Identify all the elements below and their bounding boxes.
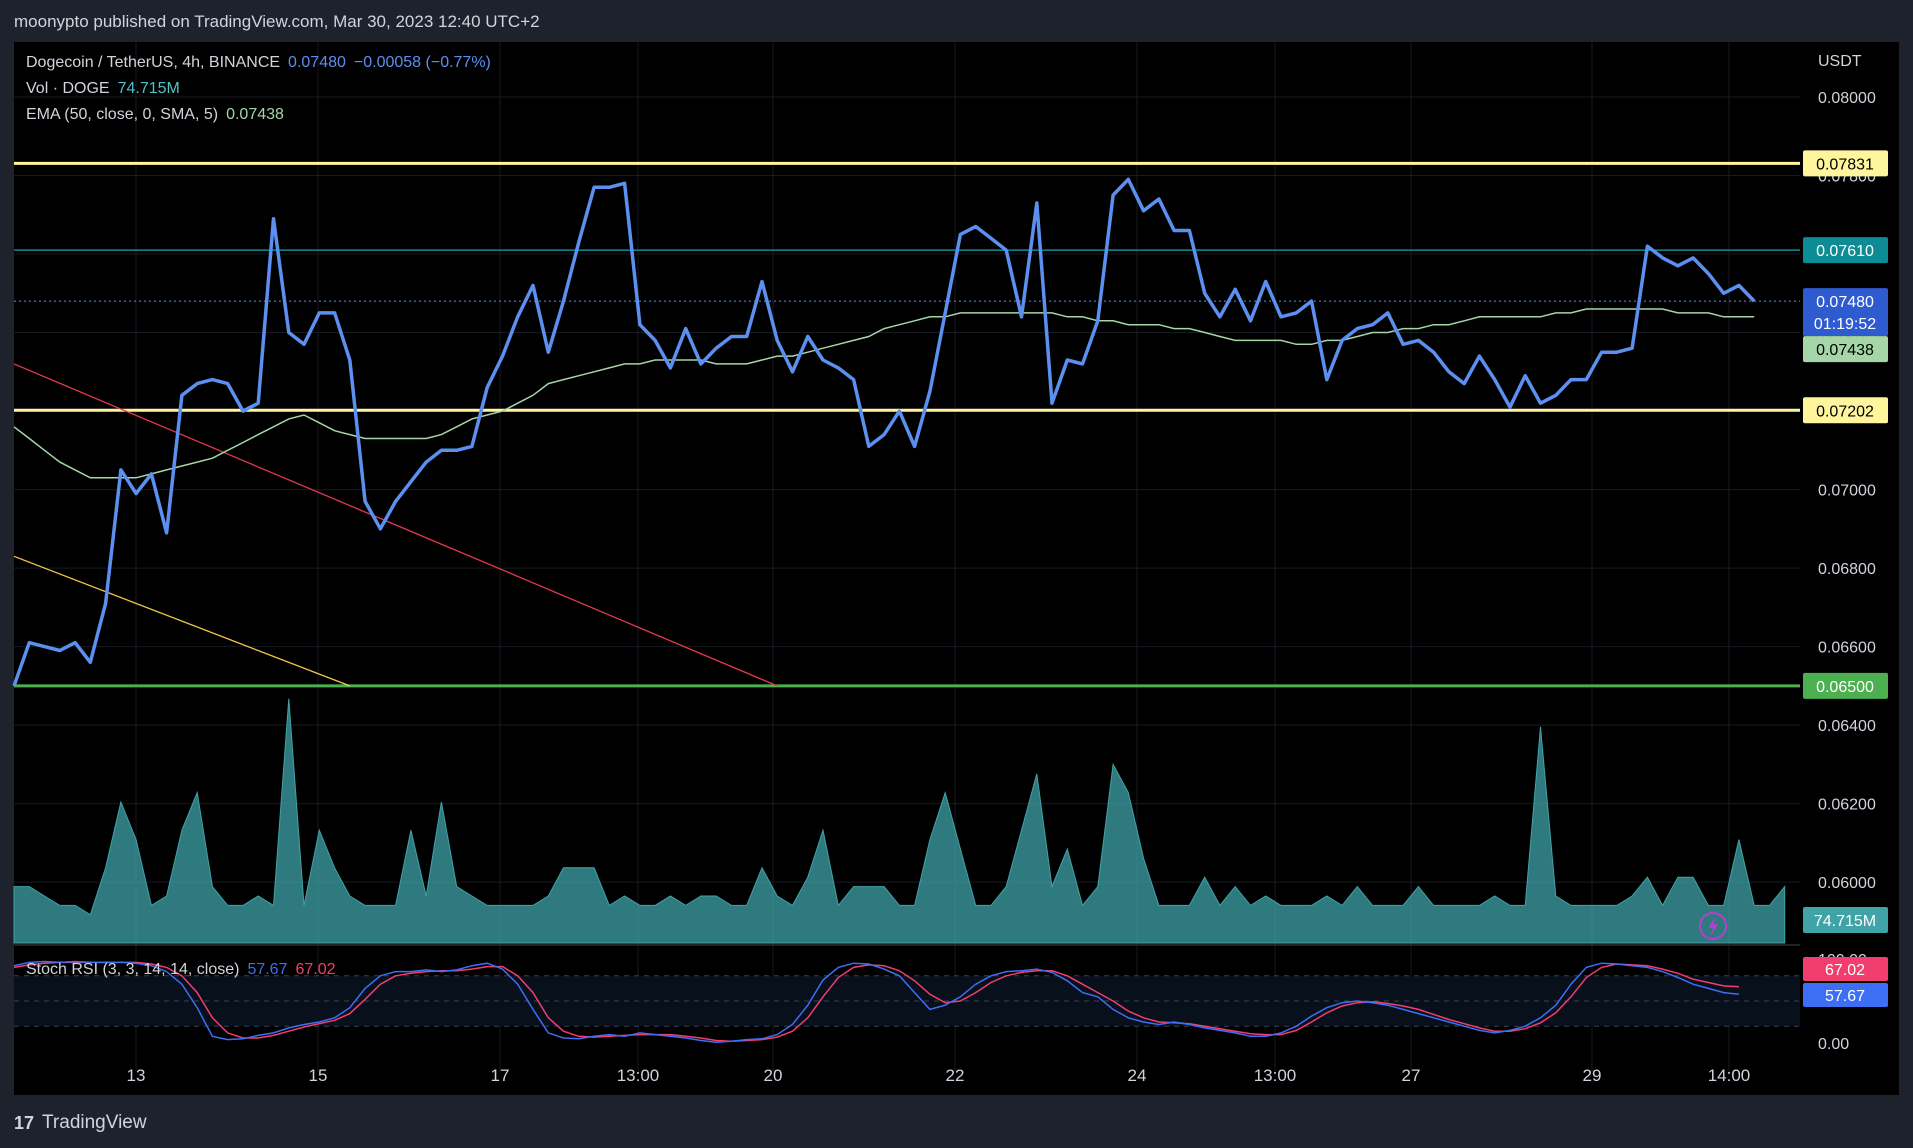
ema-label: EMA (50, close, 0, SMA, 5): [26, 106, 219, 123]
x-tick-label-6: 24: [1128, 1066, 1147, 1085]
x-tick-label-4: 20: [764, 1066, 783, 1085]
publisher-header: moonypto published on TradingView.com, M…: [0, 0, 1913, 42]
footer: 17 TradingView: [14, 1108, 147, 1138]
ema-value: 0.07438: [226, 106, 284, 123]
stoch-d-series: [13, 961, 1739, 1043]
tradingview-brand[interactable]: TradingView: [42, 1112, 147, 1133]
badge-res-top-bg: [1803, 150, 1888, 177]
time-axis: 13 15 17 13:00 20 22 24 13:00 27 29 14:00: [127, 1066, 1751, 1085]
x-tick-label-1: 15: [309, 1066, 328, 1085]
badge-stoch-d-bg: [1803, 957, 1888, 981]
x-tick-label-9: 29: [1583, 1066, 1602, 1085]
price-axis: USDT0.080000.078000.076000.074000.072000…: [1818, 53, 1876, 1053]
ema-series: [13, 308, 1755, 479]
volume-label: Vol · DOGE: [26, 80, 110, 97]
badge-stoch-d-text: 67.02: [1825, 962, 1865, 979]
x-tick-label-10: 14:00: [1708, 1066, 1751, 1085]
badge-res-top-text: 0.07831: [1816, 156, 1874, 173]
x-tick-label-8: 27: [1402, 1066, 1421, 1085]
y-tick-label-8: 0.06400: [1818, 718, 1876, 735]
badge-support-bg: [1803, 672, 1888, 699]
publisher-line: moonypto published on TradingView.com, M…: [14, 12, 540, 31]
y-tick-label-9: 0.06200: [1818, 797, 1876, 814]
x-tick-label-2: 17: [491, 1066, 510, 1085]
alert-icon[interactable]: [1699, 912, 1727, 940]
stoch-k-value: 57.67: [247, 961, 288, 978]
x-tick-label-5: 22: [946, 1066, 965, 1085]
volume-area: [13, 698, 1786, 944]
ema-legend[interactable]: EMA (50, close, 0, SMA, 5) 0.07438: [26, 106, 284, 124]
y-tick-label-6: 0.06800: [1818, 561, 1876, 578]
y-tick-label-10: 0.06000: [1818, 875, 1876, 892]
ema-line: [13, 308, 1755, 479]
badge-res-bottom-bg: [1803, 397, 1888, 424]
y-tick-label-5: 0.07000: [1818, 483, 1876, 500]
badge-mid-text: 0.07610: [1816, 243, 1874, 260]
volume-legend[interactable]: Vol · DOGE 74.715M: [26, 80, 180, 98]
badge-ema-bg: [1803, 336, 1888, 363]
trendlines: [13, 363, 778, 687]
badge-ema-text: 0.07438: [1816, 342, 1874, 359]
badge-support-text: 0.06500: [1816, 679, 1874, 696]
stoch-rsi-pane: [13, 944, 1800, 1043]
price-badges: 0.07831 0.07610 0.07480 01:19:52 0.07438 0.07…: [1803, 150, 1888, 1007]
price-change: −0.00058 (−0.77%): [353, 54, 491, 71]
stoch-tick-0: 0.00: [1818, 1036, 1849, 1053]
stoch-k-series: [13, 960, 1739, 1043]
price-series: [12, 177, 1756, 687]
badge-volume-bg: [1803, 907, 1888, 933]
stoch-label: Stoch RSI (3, 3, 14, 14, close): [26, 961, 240, 978]
badge-res-bottom-text: 0.07202: [1816, 403, 1874, 420]
horizontal-levels: [14, 161, 1800, 688]
y-tick-label-7: 0.06600: [1818, 640, 1876, 657]
stoch-legend[interactable]: Stoch RSI (3, 3, 14, 14, close) 57.67 67.0…: [26, 961, 336, 979]
symbol-legend[interactable]: Dogecoin / TetherUS, 4h, BINANCE 0.07480−…: [26, 54, 491, 72]
axis-currency: USDT: [1818, 53, 1862, 70]
badge-stoch-k-text: 57.67: [1825, 988, 1865, 1005]
badge-countdown-text: 01:19:52: [1814, 316, 1876, 333]
volume-series: [13, 698, 1786, 944]
badge-volume-text: 74.715M: [1814, 913, 1876, 930]
badge-mid-bg: [1803, 237, 1888, 264]
badge-last-text: 0.07480: [1816, 294, 1874, 311]
x-tick-label-3: 13:00: [617, 1066, 660, 1085]
badge-last-bg: [1803, 288, 1888, 337]
last-price: 0.07480: [288, 54, 346, 71]
volume-value: 74.715M: [117, 80, 180, 97]
x-tick-label-7: 13:00: [1254, 1066, 1297, 1085]
symbol-title: Dogecoin / TetherUS, 4h, BINANCE: [26, 54, 281, 71]
stoch-d-value: 67.02: [295, 961, 336, 978]
badge-stoch-k-bg: [1803, 983, 1888, 1007]
price-line: [12, 177, 1756, 687]
x-tick-label-0: 13: [127, 1066, 146, 1085]
trendline-yellow: [13, 555, 351, 687]
trendline-red: [13, 363, 778, 687]
tradingview-logo-icon: 17: [14, 1112, 35, 1133]
y-tick-label-0: 0.08000: [1818, 90, 1876, 107]
